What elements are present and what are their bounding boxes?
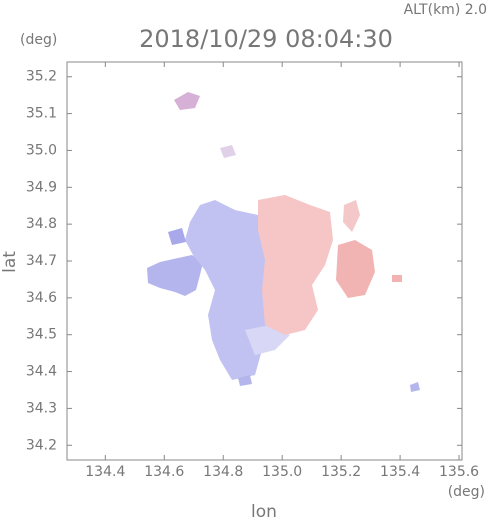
- x-tick-label: 135.4: [380, 464, 420, 480]
- annotation: ALT(km) 2.0: [404, 2, 487, 18]
- x-tick-label: 134.8: [203, 464, 243, 480]
- y-tick-label: 34.8: [26, 216, 57, 232]
- y-tick-label: 34.4: [26, 364, 57, 380]
- x-tick-label: 135.6: [439, 464, 479, 480]
- y-axis-label: lat: [0, 251, 20, 273]
- x-unit: (deg): [448, 484, 485, 500]
- y-tick-label: 35.2: [26, 69, 57, 85]
- y-tick-label: 34.7: [26, 253, 57, 269]
- x-tick-label: 134.4: [85, 464, 125, 480]
- x-axis-label: lon: [251, 502, 277, 521]
- y-tick-label: 34.2: [26, 437, 57, 453]
- y-unit: (deg): [20, 32, 57, 48]
- y-tick-label: 34.3: [26, 400, 57, 416]
- chart-title: 2018/10/29 08:04:30: [139, 25, 393, 53]
- x-tick-label: 135.2: [321, 464, 361, 480]
- x-tick-label: 135.0: [262, 464, 302, 480]
- x-tick-label: 134.6: [144, 464, 184, 480]
- y-tick-label: 34.5: [26, 327, 57, 343]
- echo-field: [147, 92, 420, 392]
- y-tick-label: 34.6: [26, 290, 57, 306]
- y-tick-label: 35.0: [26, 142, 57, 158]
- y-tick-label: 35.1: [26, 106, 57, 122]
- y-tick-label: 34.9: [26, 179, 57, 195]
